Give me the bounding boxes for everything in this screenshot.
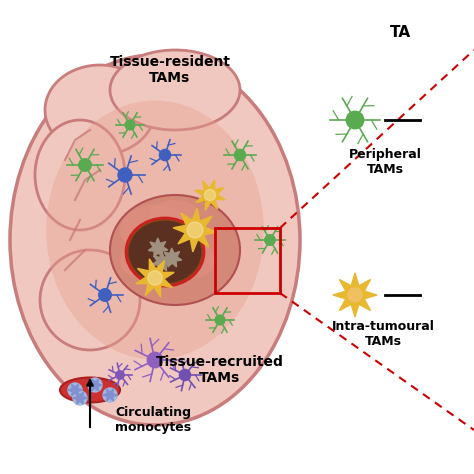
Circle shape — [204, 190, 216, 201]
Polygon shape — [162, 248, 182, 267]
Ellipse shape — [40, 250, 140, 350]
Circle shape — [103, 388, 117, 402]
Text: Peripheral
TAMs: Peripheral TAMs — [348, 148, 421, 176]
Ellipse shape — [45, 65, 155, 155]
Circle shape — [79, 159, 91, 171]
Bar — [215, 228, 280, 293]
Ellipse shape — [110, 50, 240, 130]
Polygon shape — [152, 252, 172, 271]
Polygon shape — [195, 180, 225, 210]
Circle shape — [265, 235, 275, 245]
Ellipse shape — [120, 205, 190, 255]
Polygon shape — [136, 259, 174, 297]
Circle shape — [159, 149, 171, 161]
Ellipse shape — [60, 377, 120, 402]
Ellipse shape — [150, 200, 200, 230]
Polygon shape — [103, 389, 117, 401]
Circle shape — [215, 315, 225, 325]
Circle shape — [88, 378, 102, 392]
Ellipse shape — [120, 242, 160, 278]
Polygon shape — [333, 273, 377, 317]
Text: Tissue-recruited
TAMs: Tissue-recruited TAMs — [156, 355, 284, 385]
Circle shape — [348, 288, 362, 302]
Ellipse shape — [128, 219, 202, 284]
Text: Tissue-resident
TAMs: Tissue-resident TAMs — [109, 55, 230, 85]
Circle shape — [147, 352, 163, 368]
Text: Circulating
monocytes: Circulating monocytes — [115, 406, 191, 434]
Circle shape — [346, 111, 364, 129]
Circle shape — [148, 271, 162, 285]
Polygon shape — [148, 238, 168, 257]
Ellipse shape — [35, 120, 125, 230]
Text: TA: TA — [390, 25, 411, 40]
Ellipse shape — [10, 55, 300, 425]
Circle shape — [235, 149, 246, 161]
Circle shape — [125, 120, 135, 130]
Circle shape — [73, 391, 87, 405]
Circle shape — [99, 289, 111, 301]
Circle shape — [179, 369, 191, 381]
Ellipse shape — [46, 100, 264, 359]
Circle shape — [187, 222, 203, 238]
Circle shape — [116, 371, 124, 379]
Polygon shape — [88, 379, 102, 391]
Circle shape — [118, 168, 132, 182]
Circle shape — [68, 383, 82, 397]
Polygon shape — [173, 208, 217, 252]
Polygon shape — [68, 384, 82, 396]
Polygon shape — [73, 392, 87, 404]
Ellipse shape — [110, 195, 240, 305]
Text: Intra-tumoural
TAMs: Intra-tumoural TAMs — [331, 320, 435, 348]
Ellipse shape — [155, 240, 215, 280]
